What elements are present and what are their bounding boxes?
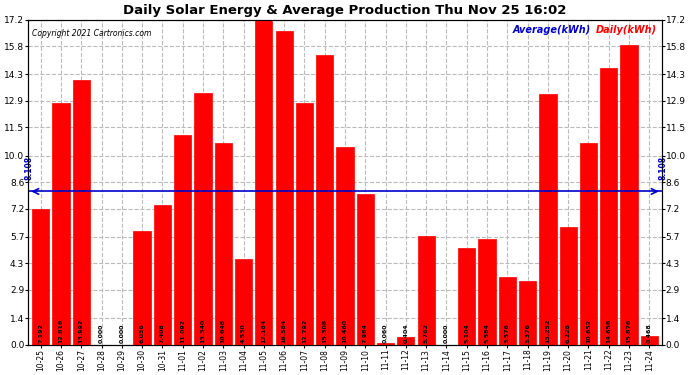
Bar xyxy=(377,344,394,345)
Text: 10.460: 10.460 xyxy=(342,319,348,343)
Bar xyxy=(580,143,597,345)
Text: 11.092: 11.092 xyxy=(180,319,185,343)
Text: 15.308: 15.308 xyxy=(322,319,327,343)
Bar xyxy=(519,281,536,345)
Text: 10.648: 10.648 xyxy=(221,319,226,343)
Text: 8.108: 8.108 xyxy=(658,156,667,180)
Title: Daily Solar Energy & Average Production Thu Nov 25 16:02: Daily Solar Energy & Average Production … xyxy=(124,4,566,17)
Text: 15.876: 15.876 xyxy=(627,319,631,343)
Text: 0.468: 0.468 xyxy=(647,323,652,343)
Text: 13.992: 13.992 xyxy=(79,319,83,343)
Bar xyxy=(154,205,171,345)
Text: 14.656: 14.656 xyxy=(607,319,611,343)
Text: 0.404: 0.404 xyxy=(404,323,408,343)
Text: 10.652: 10.652 xyxy=(586,319,591,343)
Text: 5.762: 5.762 xyxy=(424,323,428,343)
Bar xyxy=(316,56,333,345)
Text: 0.000: 0.000 xyxy=(119,324,124,343)
Text: 5.584: 5.584 xyxy=(484,323,489,343)
Text: 0.060: 0.060 xyxy=(383,324,388,343)
Bar xyxy=(215,144,232,345)
Text: 7.408: 7.408 xyxy=(160,323,165,343)
Bar xyxy=(641,336,658,345)
Text: 12.792: 12.792 xyxy=(302,319,307,343)
Bar xyxy=(195,93,212,345)
Bar xyxy=(620,45,638,345)
Bar xyxy=(255,20,273,345)
Bar xyxy=(478,239,495,345)
Bar xyxy=(337,147,353,345)
Bar xyxy=(397,337,415,345)
Bar xyxy=(560,227,577,345)
Bar xyxy=(235,259,252,345)
Text: 6.228: 6.228 xyxy=(566,323,571,343)
Text: 3.376: 3.376 xyxy=(525,323,530,343)
Bar xyxy=(540,94,557,345)
Bar xyxy=(357,194,374,345)
Bar xyxy=(600,68,618,345)
Bar xyxy=(174,135,191,345)
Text: 12.816: 12.816 xyxy=(59,319,63,343)
Text: 6.036: 6.036 xyxy=(139,323,145,343)
Bar xyxy=(52,102,70,345)
Bar xyxy=(133,231,150,345)
Text: 13.252: 13.252 xyxy=(545,319,551,343)
Bar xyxy=(417,236,435,345)
Bar xyxy=(499,277,516,345)
Text: 0.000: 0.000 xyxy=(99,324,104,343)
Bar xyxy=(72,80,90,345)
Text: 8.108: 8.108 xyxy=(25,156,34,180)
Legend: Average(kWh), Daily(kWh): Average(kWh), Daily(kWh) xyxy=(513,25,657,34)
Text: 7.192: 7.192 xyxy=(38,323,43,343)
Text: 0.000: 0.000 xyxy=(444,324,449,343)
Bar xyxy=(275,32,293,345)
Text: 4.530: 4.530 xyxy=(241,323,246,343)
Text: 7.984: 7.984 xyxy=(363,323,368,343)
Text: 17.184: 17.184 xyxy=(262,319,266,343)
Text: 13.340: 13.340 xyxy=(201,319,206,343)
Text: 5.104: 5.104 xyxy=(464,323,469,343)
Bar xyxy=(458,248,475,345)
Text: Copyright 2021 Cartronics.com: Copyright 2021 Cartronics.com xyxy=(32,30,151,39)
Text: 16.584: 16.584 xyxy=(282,319,286,343)
Text: 3.576: 3.576 xyxy=(505,323,510,343)
Bar xyxy=(296,103,313,345)
Bar xyxy=(32,209,49,345)
